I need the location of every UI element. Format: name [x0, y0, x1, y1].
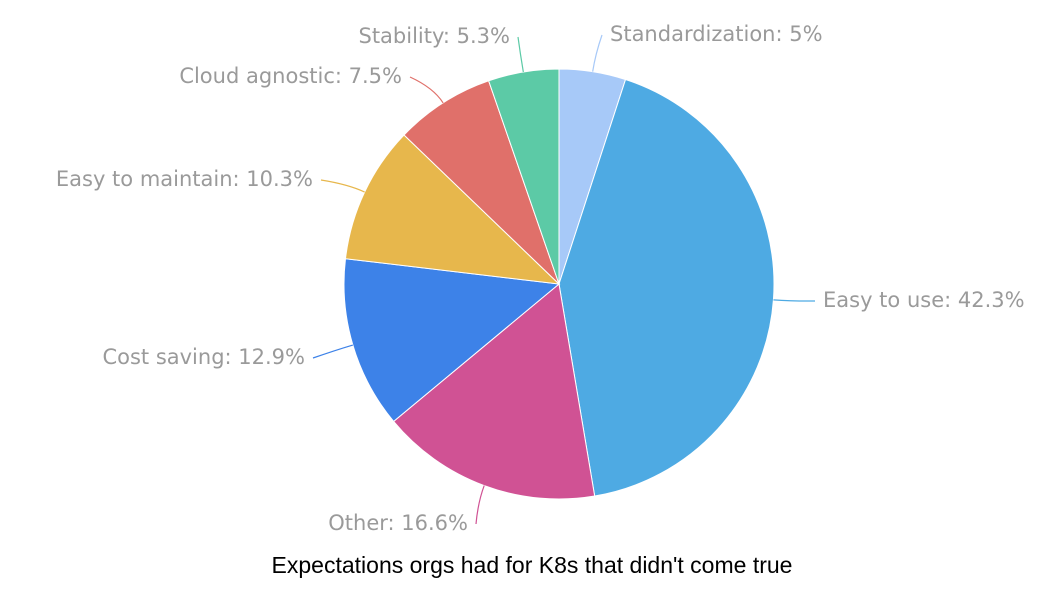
pie-slice-other [392, 283, 596, 500]
leader-line [409, 76, 444, 104]
slice-label: Easy to maintain: 10.3% [56, 167, 313, 191]
leader-line [773, 299, 816, 302]
slice-label: Easy to use: 42.3% [823, 288, 1025, 312]
leader-line [517, 36, 524, 73]
slice-label: Standardization: 5% [610, 22, 823, 46]
pie-slice-easy-to-use [558, 78, 775, 497]
leader-line [592, 34, 603, 72]
chart-title: Expectations orgs had for K8s that didn'… [271, 552, 793, 578]
leader-line [320, 179, 365, 193]
slice-label: Cost saving: 12.9% [102, 345, 305, 369]
pie-slice-cloud-agnostic [403, 80, 560, 285]
leader-line [475, 485, 485, 525]
slice-label: Cloud agnostic: 7.5% [179, 64, 402, 88]
slice-label: Stability: 5.3% [358, 24, 510, 48]
slice-label: Other: 16.6% [328, 511, 468, 535]
leader-line [312, 344, 354, 359]
pie-slice-cost-saving [343, 258, 561, 423]
